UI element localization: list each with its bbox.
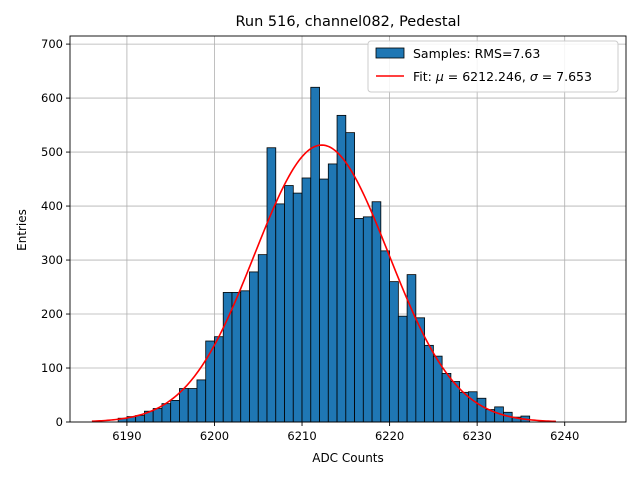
histogram-bar <box>406 274 417 423</box>
histogram-bar <box>354 218 364 423</box>
histogram-bar <box>467 391 478 423</box>
histogram-bar <box>170 400 180 423</box>
x-tick-label: 6200 <box>200 429 229 443</box>
histogram-bar <box>231 292 242 423</box>
histogram-bar <box>345 132 355 423</box>
histogram-bar <box>275 203 285 423</box>
histogram-bar <box>301 177 312 423</box>
y-tick-label: 300 <box>41 253 63 267</box>
x-tick-label: 6190 <box>112 429 141 443</box>
legend-samples-label: Samples: RMS=7.63 <box>413 46 540 61</box>
histogram-bar <box>196 379 207 423</box>
axes-frame <box>69 35 627 423</box>
histogram-bar <box>240 290 250 423</box>
x-tick-label: 6210 <box>287 429 316 443</box>
histogram-bars <box>117 86 531 423</box>
histogram-bar <box>459 391 469 423</box>
y-tick-label: 0 <box>56 415 63 429</box>
y-tick-label: 200 <box>41 307 63 321</box>
x-axis-label: ADC Counts <box>312 451 384 465</box>
histogram-bar <box>179 388 189 423</box>
fit-curve <box>91 144 556 423</box>
histogram-bar <box>476 397 487 423</box>
histogram-bar <box>257 254 268 423</box>
histogram-bar <box>327 163 338 423</box>
legend-fit-label: Fit: μ = 6212.246, σ = 7.653 <box>413 69 592 84</box>
histogram-bar <box>292 192 303 423</box>
histogram-bar <box>284 185 294 423</box>
y-tick-label: 500 <box>41 145 63 159</box>
legend-box <box>367 40 619 93</box>
histogram-bar <box>380 250 390 423</box>
histogram-bar <box>249 271 259 423</box>
histogram-bar <box>397 315 408 423</box>
histogram-bar <box>161 403 172 423</box>
x-tick-label: 6220 <box>375 429 404 443</box>
histogram-bar <box>310 86 320 423</box>
histogram-bar <box>424 344 434 423</box>
y-axis-label: Entries <box>15 209 29 251</box>
x-tick-label: 6230 <box>463 429 492 443</box>
axis-ticks: 6190 6200 6210 6220 6230 6240 0 100 200 300 400 500… <box>41 37 579 443</box>
chart-title: Run 516, channel082, Pedestal <box>235 14 460 30</box>
legend: Samples: RMS=7.63 Fit: μ = 6212.246, σ =… <box>367 40 619 93</box>
y-tick-label: 600 <box>41 91 63 105</box>
histogram-bar <box>214 336 224 423</box>
y-tick-label: 700 <box>41 37 63 51</box>
histogram-bar <box>389 281 399 423</box>
y-tick-label: 100 <box>41 361 63 375</box>
histogram-bar <box>187 388 198 423</box>
histogram-bar <box>371 201 382 423</box>
x-tick-label: 6240 <box>550 429 579 443</box>
y-tick-label: 400 <box>41 199 63 213</box>
histogram-bar <box>441 373 452 423</box>
histogram-bar <box>362 216 373 423</box>
histogram-bar <box>319 178 329 423</box>
legend-samples-swatch <box>375 47 405 59</box>
histogram-bar <box>266 147 277 423</box>
